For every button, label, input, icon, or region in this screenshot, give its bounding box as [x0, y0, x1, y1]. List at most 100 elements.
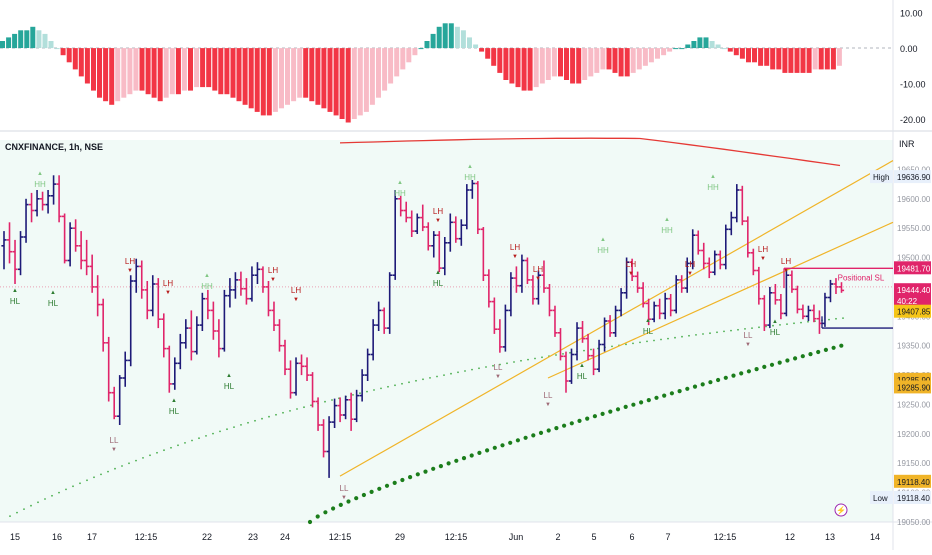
swing-arrow-icon: ▼	[341, 495, 347, 501]
oscillator-bar	[78, 48, 84, 77]
trendline-lower	[547, 221, 894, 379]
moving-average-dot	[51, 494, 53, 497]
trailing-stop-dot	[646, 398, 651, 403]
moving-average-dot	[324, 400, 326, 403]
oscillator-bar	[36, 30, 42, 48]
moving-average-dot	[485, 366, 487, 368]
oscillator-bar	[72, 48, 78, 70]
ohlc-bar	[227, 278, 233, 308]
moving-average-dot	[555, 354, 557, 356]
swing-arrow-icon: ▲	[37, 171, 43, 177]
oscillator-bar	[230, 48, 236, 98]
ohlc-bar	[750, 248, 756, 276]
ohlc-bar	[789, 270, 795, 293]
oscillator-bar	[703, 37, 709, 48]
ohlc-bar	[337, 397, 343, 423]
lightning-icon[interactable]: ⚡	[836, 505, 846, 515]
ohlc-bar	[51, 175, 57, 205]
ohlc-bar	[838, 282, 845, 293]
oscillator-bar	[545, 48, 551, 80]
oscillator-bar	[363, 48, 369, 112]
moving-average-dot	[569, 351, 571, 354]
oscillator-bar	[303, 48, 309, 98]
price-tick-label: 19650.00	[897, 165, 931, 174]
swing-label-text: HL	[577, 372, 588, 381]
low-badge-tag-bg	[870, 491, 893, 504]
high-badge-value: 19636.90	[897, 173, 931, 182]
swing-label: ▼ LL	[494, 363, 503, 380]
ohlc-bar	[1, 231, 7, 270]
trailing-stop-dot	[685, 386, 690, 391]
moving-average-dot	[128, 462, 130, 465]
oscillator-bar	[157, 48, 163, 102]
oscillator-bar	[600, 48, 606, 70]
trailing-stop-dot	[577, 418, 582, 423]
trailing-stop-dot	[523, 435, 528, 440]
swing-label: ▲ HH	[707, 174, 719, 192]
oscillator-bar	[248, 48, 254, 109]
ohlc-bar	[78, 231, 84, 270]
oscillator-bar	[624, 48, 630, 77]
swing-label-text: LH	[685, 260, 695, 269]
level-badge-3-value: 19285.90	[897, 383, 931, 392]
oscillator-bar	[0, 41, 5, 49]
swing-arrow-icon: ▼	[111, 447, 117, 453]
moving-average-dot	[100, 473, 102, 476]
trailing-stop-dot	[361, 492, 366, 498]
oscillator-bar	[515, 48, 521, 88]
swing-label: ▲ HH	[394, 180, 406, 198]
swing-label-text: LH	[781, 257, 791, 266]
moving-average-dot	[653, 339, 655, 342]
ohlc-bar	[447, 213, 453, 252]
swing-arrow-icon: ▲	[397, 180, 403, 186]
time-tick-label: 5	[591, 532, 596, 542]
oscillator-bar	[454, 26, 460, 49]
moving-average-dot	[800, 321, 802, 324]
swing-label-text: HL	[169, 407, 180, 416]
trailing-stop-dot	[546, 428, 551, 433]
oscillator-bar	[661, 48, 667, 56]
ohlc-bar	[513, 266, 519, 293]
ohlc-bar	[563, 351, 569, 393]
swing-label: ▲ HL	[643, 318, 654, 336]
oscillator-bar	[18, 30, 24, 48]
oscillator-bar	[721, 48, 727, 50]
ohlc-bar	[475, 181, 481, 234]
ohlc-bar	[166, 345, 172, 393]
moving-average-dot	[436, 375, 438, 378]
ohlc-bar	[530, 275, 536, 305]
swing-label-text: LL	[544, 391, 553, 400]
moving-average-dot	[219, 430, 221, 433]
oscillator-bar	[539, 48, 545, 84]
level-badge-3-bg	[894, 380, 931, 394]
ohlc-bar	[238, 271, 244, 296]
level-badge-4-value: 19118.40	[897, 478, 930, 487]
ohlc-bar	[392, 190, 398, 280]
ohlc-bar	[761, 295, 767, 331]
oscillator-bar	[109, 48, 115, 105]
oscillator-bar	[406, 48, 412, 63]
swing-arrow-icon: ▼	[535, 276, 541, 282]
swing-label: ▼ LH	[533, 265, 543, 282]
event-icon[interactable]	[834, 503, 848, 517]
moving-average-dot	[415, 379, 417, 382]
level-badge-2-value: 19285.90	[897, 376, 931, 385]
trailing-stop-dot	[831, 345, 836, 350]
price-tick-label: 19600.00	[897, 195, 931, 204]
ohlc-bar	[624, 257, 630, 299]
trailing-stop-dot	[785, 358, 790, 363]
swing-label-text: HL	[433, 279, 444, 288]
oscillator-scale-label: -20.00	[900, 115, 926, 125]
oscillator-bar	[418, 48, 424, 50]
ohlc-bar	[309, 372, 316, 408]
oscillator-scale-label: 0.00	[900, 44, 918, 54]
swing-label: ▲ HH	[597, 237, 609, 255]
oscillator-bar	[776, 48, 782, 70]
oscillator-bar	[127, 48, 133, 95]
symbol-legend[interactable]: CNXFINANCE, 1h, NSE	[5, 142, 103, 152]
oscillator-bar	[297, 48, 303, 98]
ohlc-bar	[271, 301, 277, 331]
ohlc-bar	[436, 231, 442, 273]
trailing-stop-dot	[600, 411, 605, 416]
